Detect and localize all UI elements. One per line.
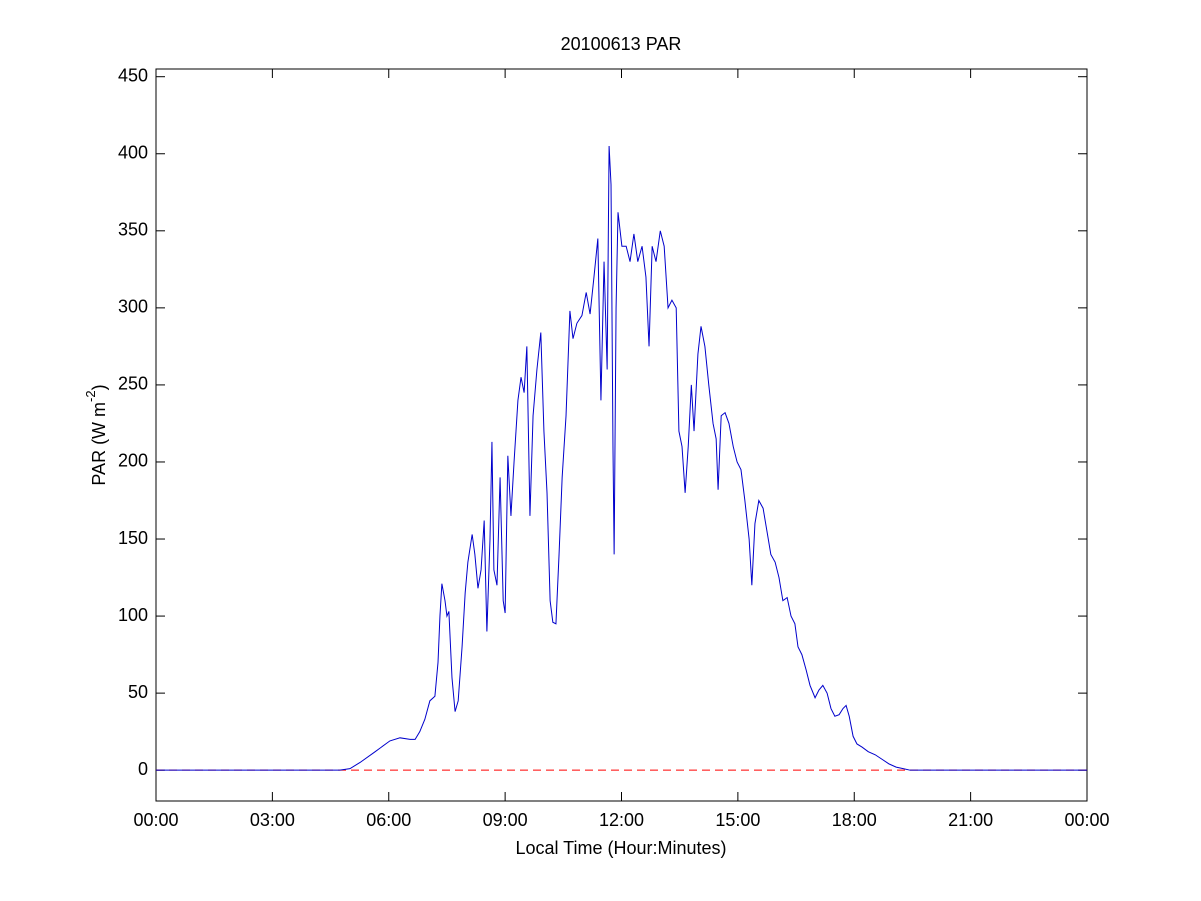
x-tick-label: 12:00 [599, 810, 644, 830]
y-tick-label: 400 [118, 143, 148, 163]
y-tick-label: 450 [118, 65, 148, 85]
y-tick-label: 100 [118, 605, 148, 625]
x-tick-label: 06:00 [366, 810, 411, 830]
x-tick-label: 18:00 [832, 810, 877, 830]
data-line [156, 146, 1087, 771]
y-tick-label: 50 [128, 682, 148, 702]
y-tick-label: 200 [118, 451, 148, 471]
y-tick-label: 300 [118, 297, 148, 317]
x-tick-label: 00:00 [133, 810, 178, 830]
y-label-main: PAR (W m [89, 402, 109, 486]
x-tick-label: 00:00 [1064, 810, 1109, 830]
y-tick-label: 350 [118, 220, 148, 240]
y-tick-label: 0 [138, 759, 148, 779]
y-label-end: ) [89, 384, 109, 390]
y-axis-label: PAR (W m-2) [83, 384, 108, 485]
y-tick-label: 250 [118, 374, 148, 394]
x-axis-label: Local Time (Hour:Minutes) [515, 838, 726, 858]
x-tick-label: 03:00 [250, 810, 295, 830]
x-tick-label: 09:00 [483, 810, 528, 830]
y-label-sup: -2 [83, 390, 98, 402]
axes-box [155, 68, 1088, 802]
y-tick-label: 150 [118, 528, 148, 548]
x-tick-label: 21:00 [948, 810, 993, 830]
x-tick-label: 15:00 [715, 810, 760, 830]
chart-title: 20100613 PAR [561, 34, 682, 54]
